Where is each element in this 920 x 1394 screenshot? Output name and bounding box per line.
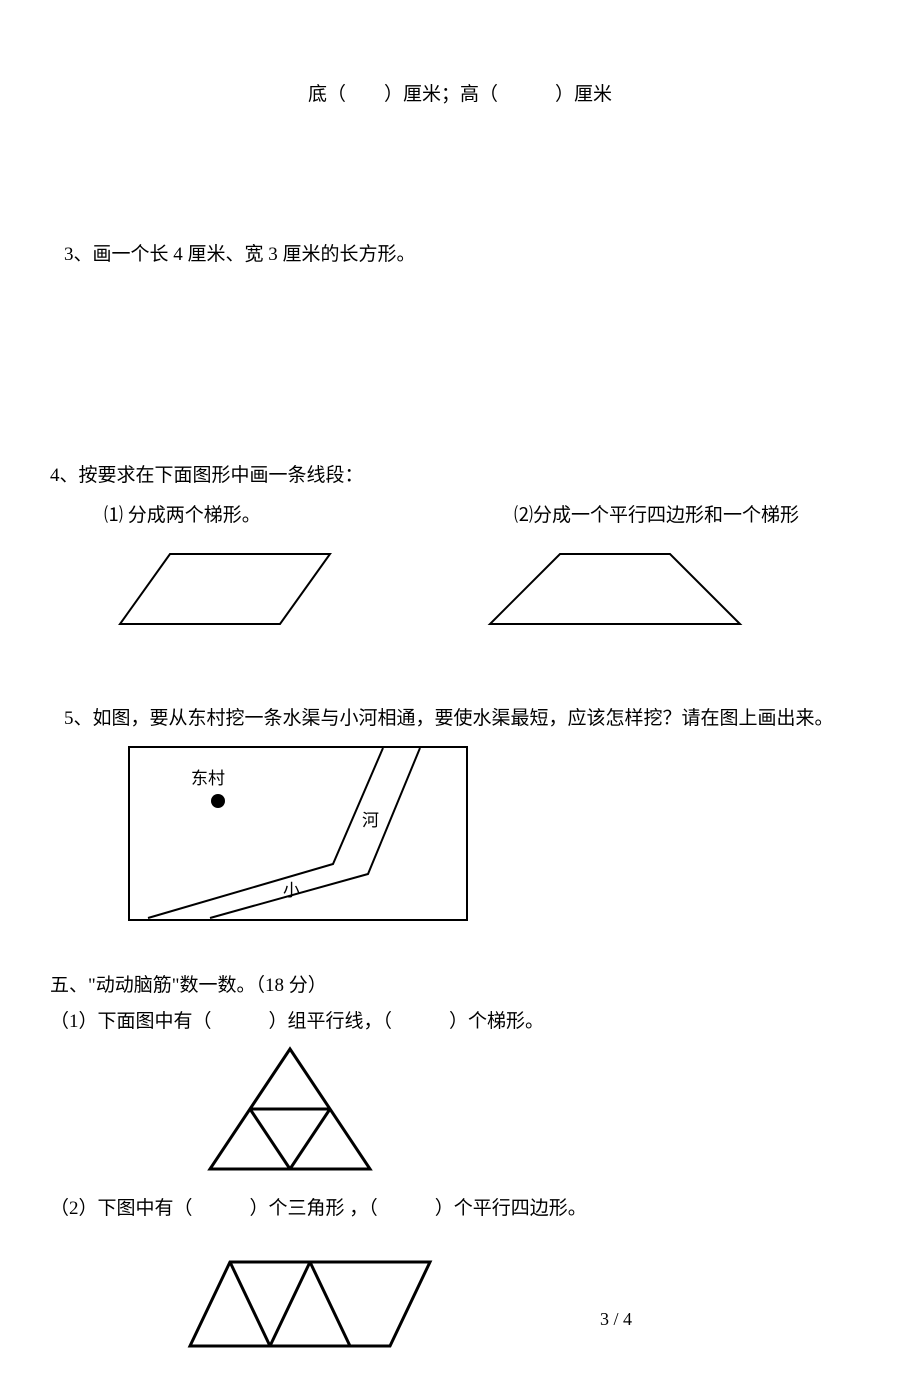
top-fill-line: 底（ ）厘米；高（ ）厘米 xyxy=(50,80,870,110)
section-5-fig2 xyxy=(180,1254,440,1354)
section-5-fig1 xyxy=(200,1044,870,1174)
question-5-stem: 5、如图，要从东村挖一条水渠与小河相通，要使水渠最短，应该怎样挖？请在图上画出来… xyxy=(64,704,870,734)
svg-text:河: 河 xyxy=(362,811,379,830)
section-5-q1: （1）下面图中有（ ）组平行线，（ ）个梯形。 xyxy=(50,1007,870,1037)
q4-trapezoid xyxy=(480,544,750,634)
svg-text:东村: 东村 xyxy=(191,769,225,788)
section-5-q2: （2）下图中有（ ）个三角形 ，（ ）个平行四边形。 xyxy=(50,1194,870,1224)
question-3: 3、画一个长 4 厘米、宽 3 厘米的长方形。 xyxy=(64,240,870,270)
question-4-stem: 4、按要求在下面图形中画一条线段： xyxy=(50,461,870,491)
question-4-sub2: ⑵分成一个平行四边形和一个梯形 xyxy=(514,501,799,531)
page-number: 3 / 4 xyxy=(600,1305,632,1354)
question-4-sub1: ⑴ 分成两个梯形。 xyxy=(104,501,514,531)
section-5-title: 五、"动动脑筋"数一数。（18 分） xyxy=(50,971,870,1001)
svg-text:小: 小 xyxy=(283,881,300,900)
q4-parallelogram xyxy=(110,544,480,634)
q5-figure: 东村河小 xyxy=(128,746,870,921)
